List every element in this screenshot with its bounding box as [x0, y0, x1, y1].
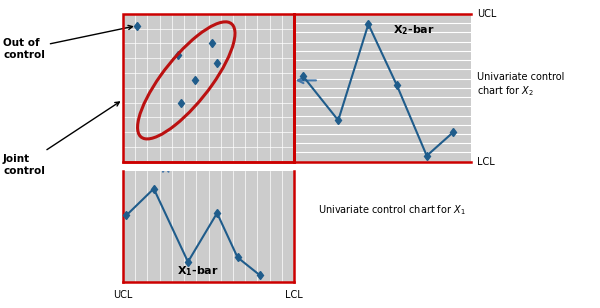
Bar [123, 14, 294, 162]
Bar [123, 162, 294, 171]
Text: Joint
control: Joint control [3, 102, 119, 176]
Text: UCL: UCL [113, 290, 133, 299]
Bar [123, 14, 294, 162]
Text: $\mathbf{X_1}$-bar: $\mathbf{X_1}$-bar [178, 264, 219, 278]
Text: Univariate control
chart for $X_2$: Univariate control chart for $X_2$ [477, 72, 565, 98]
Text: Univariate control chart for $X_1$: Univariate control chart for $X_1$ [318, 203, 466, 217]
Bar [294, 14, 471, 162]
Bar [123, 171, 294, 282]
Text: $\mathbf{X_2}$-bar: $\mathbf{X_2}$-bar [394, 23, 435, 37]
Text: Out of
control: Out of control [3, 25, 133, 60]
Text: UCL: UCL [477, 9, 496, 19]
Text: LCL: LCL [285, 290, 303, 299]
Text: LCL: LCL [477, 157, 495, 167]
